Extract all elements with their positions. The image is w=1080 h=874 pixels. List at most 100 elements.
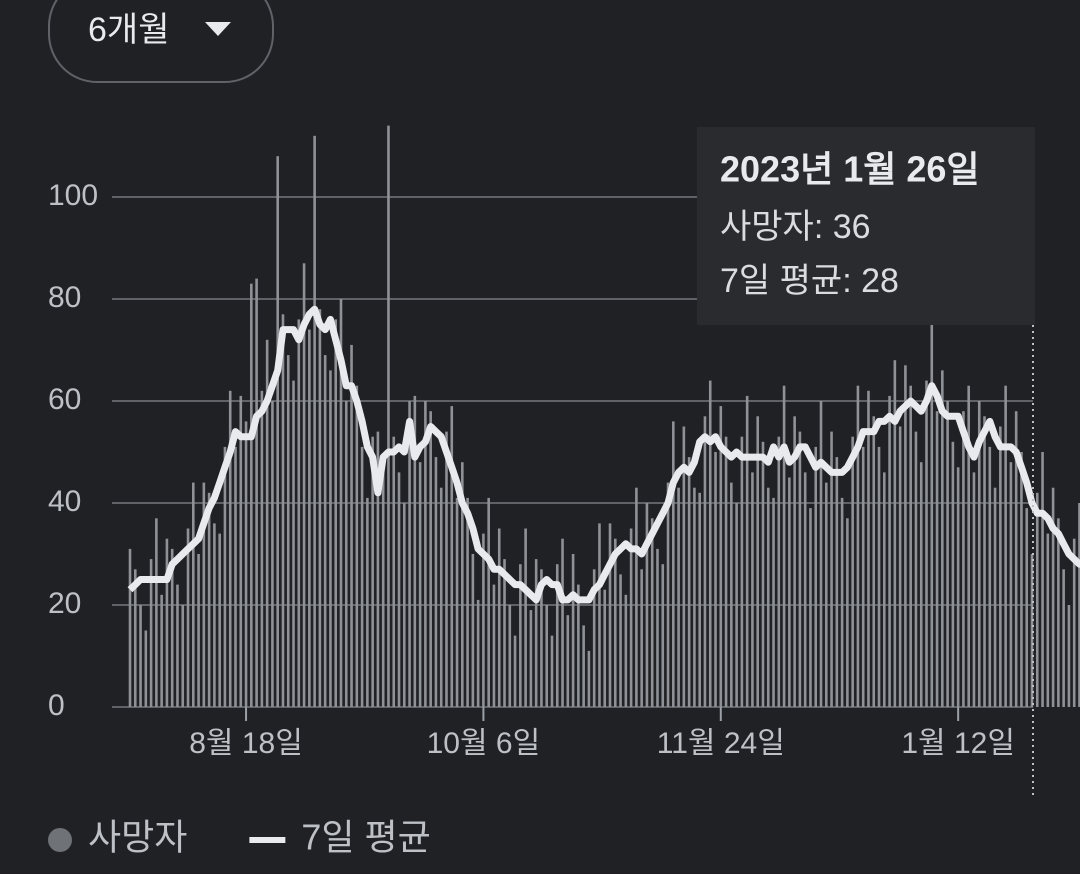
bar xyxy=(165,538,169,707)
bar xyxy=(582,625,585,707)
bar xyxy=(914,431,918,707)
bar xyxy=(265,339,269,707)
bar xyxy=(999,426,1002,707)
bar xyxy=(571,554,575,707)
bar xyxy=(867,390,870,707)
range-selector[interactable]: 6개월 xyxy=(48,0,274,83)
dropdown-arrow[interactable] xyxy=(205,22,231,36)
bar xyxy=(376,431,380,707)
bar xyxy=(1067,605,1071,707)
bar xyxy=(592,569,596,707)
bar xyxy=(846,518,849,707)
bar xyxy=(466,497,469,707)
bar xyxy=(476,599,480,707)
bar xyxy=(181,605,185,707)
bar xyxy=(650,518,654,707)
bar xyxy=(344,401,348,707)
bar xyxy=(450,406,454,707)
bar xyxy=(334,319,338,707)
bar xyxy=(1062,569,1065,707)
bar xyxy=(313,135,316,708)
bar xyxy=(371,436,374,707)
bar xyxy=(951,441,955,707)
bar xyxy=(350,344,353,707)
bar xyxy=(276,156,279,707)
bar xyxy=(635,487,638,707)
bar xyxy=(666,482,670,707)
bar xyxy=(418,462,422,707)
y-tick-label: 40 xyxy=(48,485,81,518)
bar xyxy=(1020,452,1023,707)
dropdown-pill[interactable] xyxy=(48,0,274,83)
bar xyxy=(561,538,564,707)
bar xyxy=(455,497,459,707)
bar xyxy=(260,390,264,707)
bar xyxy=(772,497,775,707)
bar xyxy=(872,416,876,707)
bar xyxy=(824,482,828,707)
bar xyxy=(387,125,390,708)
bar xyxy=(424,401,427,707)
x-tick-label: 11월 24일 xyxy=(657,727,785,760)
bar xyxy=(983,416,986,707)
bar xyxy=(139,605,142,707)
bar xyxy=(1041,452,1044,707)
bar xyxy=(128,548,132,707)
x-tick-label: 8월 18일 xyxy=(189,727,303,760)
bar xyxy=(550,635,554,707)
legend-label: 7일 평균 xyxy=(301,817,430,858)
bar xyxy=(946,401,949,707)
bar xyxy=(935,411,939,707)
bar xyxy=(624,594,628,707)
bar xyxy=(155,518,158,707)
bar xyxy=(814,446,818,707)
bar xyxy=(176,584,179,707)
bar xyxy=(656,548,659,707)
bar xyxy=(360,446,364,707)
bar xyxy=(861,446,865,707)
bar xyxy=(956,467,960,707)
bar xyxy=(703,416,707,707)
bar xyxy=(497,528,501,707)
bar xyxy=(292,380,295,707)
legend-swatch xyxy=(48,828,72,852)
bar xyxy=(1014,411,1018,707)
bar xyxy=(777,436,781,707)
bar xyxy=(930,324,934,707)
bar xyxy=(534,559,538,707)
bar xyxy=(840,497,844,707)
bar xyxy=(698,492,701,707)
bar xyxy=(719,406,723,707)
x-tick-label: 1월 12일 xyxy=(901,727,1015,760)
bar xyxy=(555,564,559,707)
bar xyxy=(271,401,274,707)
bar xyxy=(1072,538,1076,707)
bar xyxy=(397,472,401,707)
bar xyxy=(677,487,680,707)
bar xyxy=(218,533,221,707)
bar xyxy=(724,436,728,707)
bar xyxy=(223,446,227,707)
plot: 0 20 40 60 80 100 8월 18일 10월 6일 11월 24일 1월 12일 xyxy=(48,125,1080,760)
bar xyxy=(286,355,290,707)
bar xyxy=(835,457,839,707)
y-tick-label: 0 xyxy=(48,689,65,722)
bar xyxy=(598,523,601,707)
dropdown-label[interactable]: 6개월 xyxy=(88,11,169,49)
bar xyxy=(751,472,754,707)
bar xyxy=(925,380,928,707)
bar xyxy=(482,533,485,707)
bar xyxy=(608,523,612,707)
bar xyxy=(909,385,912,707)
bar xyxy=(856,385,860,707)
bar xyxy=(281,314,285,707)
bar xyxy=(904,365,907,707)
bar xyxy=(1046,533,1050,707)
bar xyxy=(898,426,902,707)
bar xyxy=(213,523,216,707)
bar xyxy=(735,503,738,707)
bar xyxy=(339,299,343,707)
bar xyxy=(170,548,174,707)
bar xyxy=(540,569,543,707)
bar xyxy=(439,487,443,707)
